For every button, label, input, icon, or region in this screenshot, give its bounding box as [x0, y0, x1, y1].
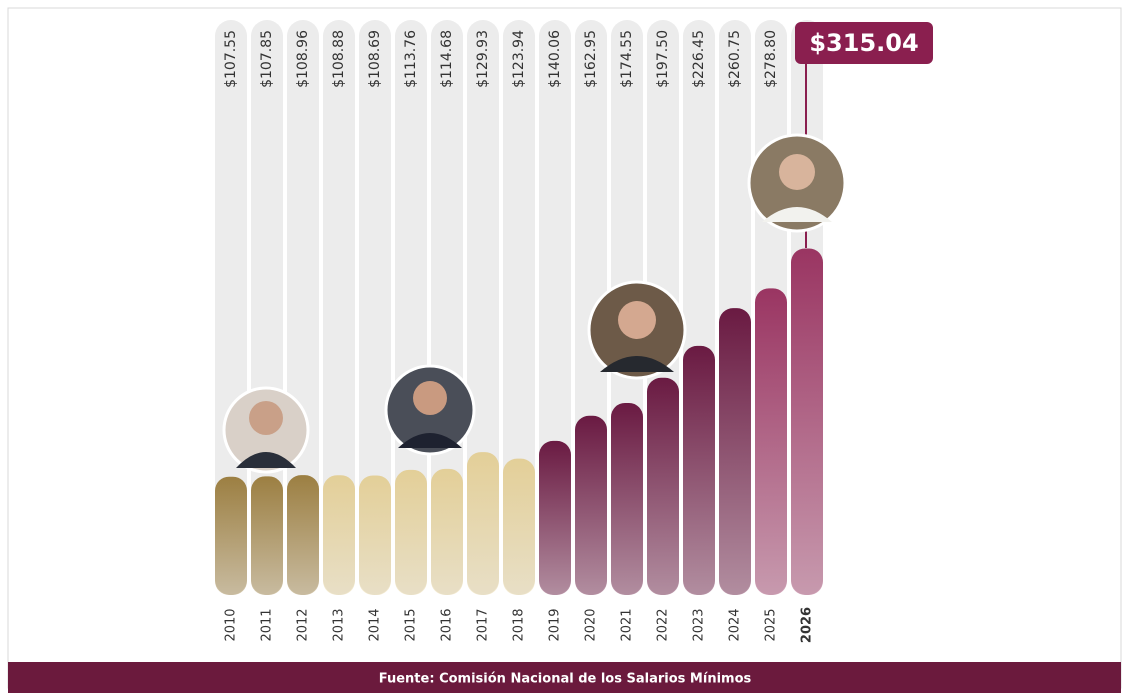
x-tick-label: 2012: [296, 608, 311, 641]
bar: [287, 475, 319, 595]
value-label: $140.06: [547, 30, 563, 88]
bar: [359, 475, 391, 595]
bar: [467, 452, 499, 595]
value-label: $107.55: [223, 30, 239, 88]
value-label: $129.93: [475, 30, 491, 88]
bar: [791, 248, 823, 595]
column-background: [467, 20, 499, 595]
value-label: $278.80: [763, 30, 779, 88]
bar: [719, 308, 751, 595]
x-tick-label: 2023: [692, 608, 707, 641]
value-label: $162.95: [583, 30, 599, 88]
value-label: $315.04: [809, 29, 918, 57]
bar: [755, 288, 787, 595]
bar: [503, 458, 535, 595]
x-tick-label: 2022: [656, 608, 671, 641]
bar: [323, 475, 355, 595]
x-tick-label: 2024: [728, 608, 743, 641]
x-tick-label: 2019: [548, 608, 563, 641]
bar: [575, 415, 607, 595]
bar: [683, 345, 715, 595]
value-label: $197.50: [655, 30, 671, 88]
bar: [251, 476, 283, 595]
column-background: [323, 20, 355, 595]
bar: [611, 402, 643, 595]
value-label: $108.69: [367, 30, 383, 88]
column-background: [503, 20, 535, 595]
value-label: $226.45: [691, 30, 707, 88]
value-label: $174.55: [619, 30, 635, 88]
bar: [395, 469, 427, 595]
value-label: $114.68: [439, 30, 455, 88]
portraits: [222, 62, 847, 474]
x-tick-label: 2011: [260, 608, 275, 641]
x-tick-label: 2021: [620, 608, 635, 641]
x-tick-label: 2013: [332, 608, 347, 641]
value-label: $260.75: [727, 30, 743, 88]
value-label: $108.96: [295, 30, 311, 88]
x-tick-label: 2026: [800, 607, 815, 643]
bar: [647, 377, 679, 595]
x-tick-label: 2010: [224, 608, 239, 641]
column-background: [359, 20, 391, 595]
x-tick-label: 2014: [368, 608, 383, 641]
value-label: $123.94: [511, 30, 527, 88]
bar: [215, 476, 247, 595]
bar: [539, 440, 571, 595]
value-label: $108.88: [331, 30, 347, 88]
x-tick-label: 2015: [404, 608, 419, 641]
value-label-box: [795, 22, 933, 64]
source: Fuente: Comisión Nacional de los Salario…: [379, 672, 752, 687]
value-label: $107.85: [259, 30, 275, 88]
x-tick-label: 2025: [764, 608, 779, 641]
bar: [431, 468, 463, 595]
x-tick-label: 2017: [476, 608, 491, 641]
footer-band: [8, 662, 1121, 693]
value-label: $113.76: [403, 30, 419, 88]
x-tick-label: 2018: [512, 608, 527, 641]
x-tick-label: 2016: [440, 608, 455, 641]
x-tick-label: 2020: [584, 608, 599, 641]
